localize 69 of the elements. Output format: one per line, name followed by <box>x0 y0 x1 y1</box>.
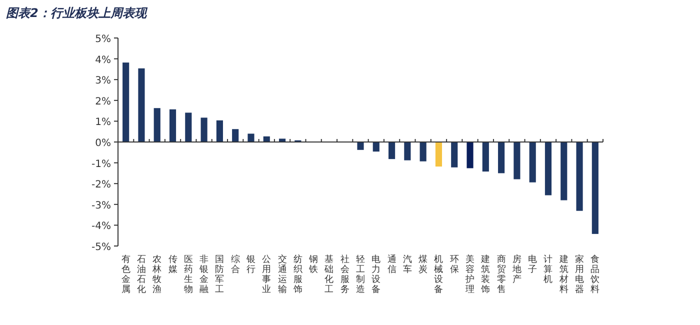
bar <box>544 142 552 196</box>
bar <box>388 142 396 160</box>
y-tick-label: -4% <box>92 221 111 232</box>
bar <box>200 118 208 142</box>
x-tick-label: 基础化工 <box>324 254 334 295</box>
x-tick-label: 美容护理 <box>464 254 475 295</box>
x-tick-label: 建筑材料 <box>558 254 568 295</box>
bar <box>514 142 520 180</box>
bar <box>592 142 598 234</box>
chart-title: 图表2：行业板块上周表现 <box>6 6 148 20</box>
x-tick-label: 银行 <box>245 254 256 275</box>
bar <box>560 142 568 200</box>
x-tick-label: 商贸零售 <box>496 254 506 295</box>
bar <box>435 142 442 167</box>
x-tick-label: 家用电器 <box>575 254 584 295</box>
x-tick-label: 煤炭 <box>418 254 428 275</box>
bar <box>185 112 192 142</box>
bar <box>404 142 411 160</box>
bar <box>420 142 426 162</box>
bar <box>154 108 160 142</box>
y-tick-label: 1% <box>95 117 111 128</box>
bar <box>232 129 239 142</box>
x-tick-label: 综合 <box>230 254 240 275</box>
y-tick-label: -1% <box>92 158 111 170</box>
x-tick-label: 社会服务 <box>340 254 350 295</box>
x-tick-label: 国防军工 <box>215 255 224 295</box>
bar <box>122 62 130 142</box>
x-tick-label: 环保 <box>450 255 459 275</box>
x-tick-label: 电子 <box>528 254 538 275</box>
x-tick-label: 有色金属 <box>121 254 130 295</box>
x-tick-label: 传媒 <box>168 254 178 275</box>
x-tick-label: 非银金融 <box>198 254 209 295</box>
bar <box>278 138 286 142</box>
y-tick-label: -5% <box>92 242 111 253</box>
x-tick-label: 公用事业 <box>262 254 272 295</box>
x-tick-label: 轻工制造 <box>356 254 365 295</box>
x-tick-label: 交通运输 <box>278 254 287 295</box>
x-tick-label: 房地产 <box>511 254 522 285</box>
x-tick-label: 计算机 <box>544 254 553 285</box>
bar <box>451 142 458 168</box>
x-tick-label: 医药生物 <box>184 254 193 295</box>
x-tick-label: 食品饮料 <box>590 254 600 295</box>
bar <box>529 142 536 182</box>
bar <box>248 134 254 142</box>
bar <box>138 68 145 142</box>
x-tick-label: 农林牧渔 <box>152 254 162 295</box>
bar <box>357 142 364 150</box>
bar <box>482 142 489 172</box>
x-tick-label: 钢铁 <box>308 254 318 275</box>
y-tick-label: 5% <box>95 34 111 45</box>
bar <box>498 142 505 174</box>
x-tick-label: 电力设备 <box>372 254 381 295</box>
y-tick-label: -2% <box>92 180 111 191</box>
x-tick-label: 纺织服饰 <box>292 254 302 295</box>
y-tick-label: 0% <box>95 138 111 149</box>
y-tick-label: 3% <box>95 76 111 87</box>
bar <box>169 109 176 142</box>
bar <box>216 120 223 142</box>
y-tick-label: 2% <box>95 96 111 108</box>
y-tick-label: -3% <box>92 200 111 212</box>
bar <box>576 142 583 211</box>
x-tick-label: 通信 <box>387 254 396 275</box>
x-tick-label: 石油石化 <box>136 255 146 295</box>
x-tick-label: 机械设备 <box>434 254 444 295</box>
bar <box>466 142 474 168</box>
bar <box>372 142 380 152</box>
y-tick-label: 4% <box>95 54 111 66</box>
x-tick-label: 汽车 <box>402 254 412 275</box>
x-tick-label: 建筑装饰 <box>480 254 490 295</box>
